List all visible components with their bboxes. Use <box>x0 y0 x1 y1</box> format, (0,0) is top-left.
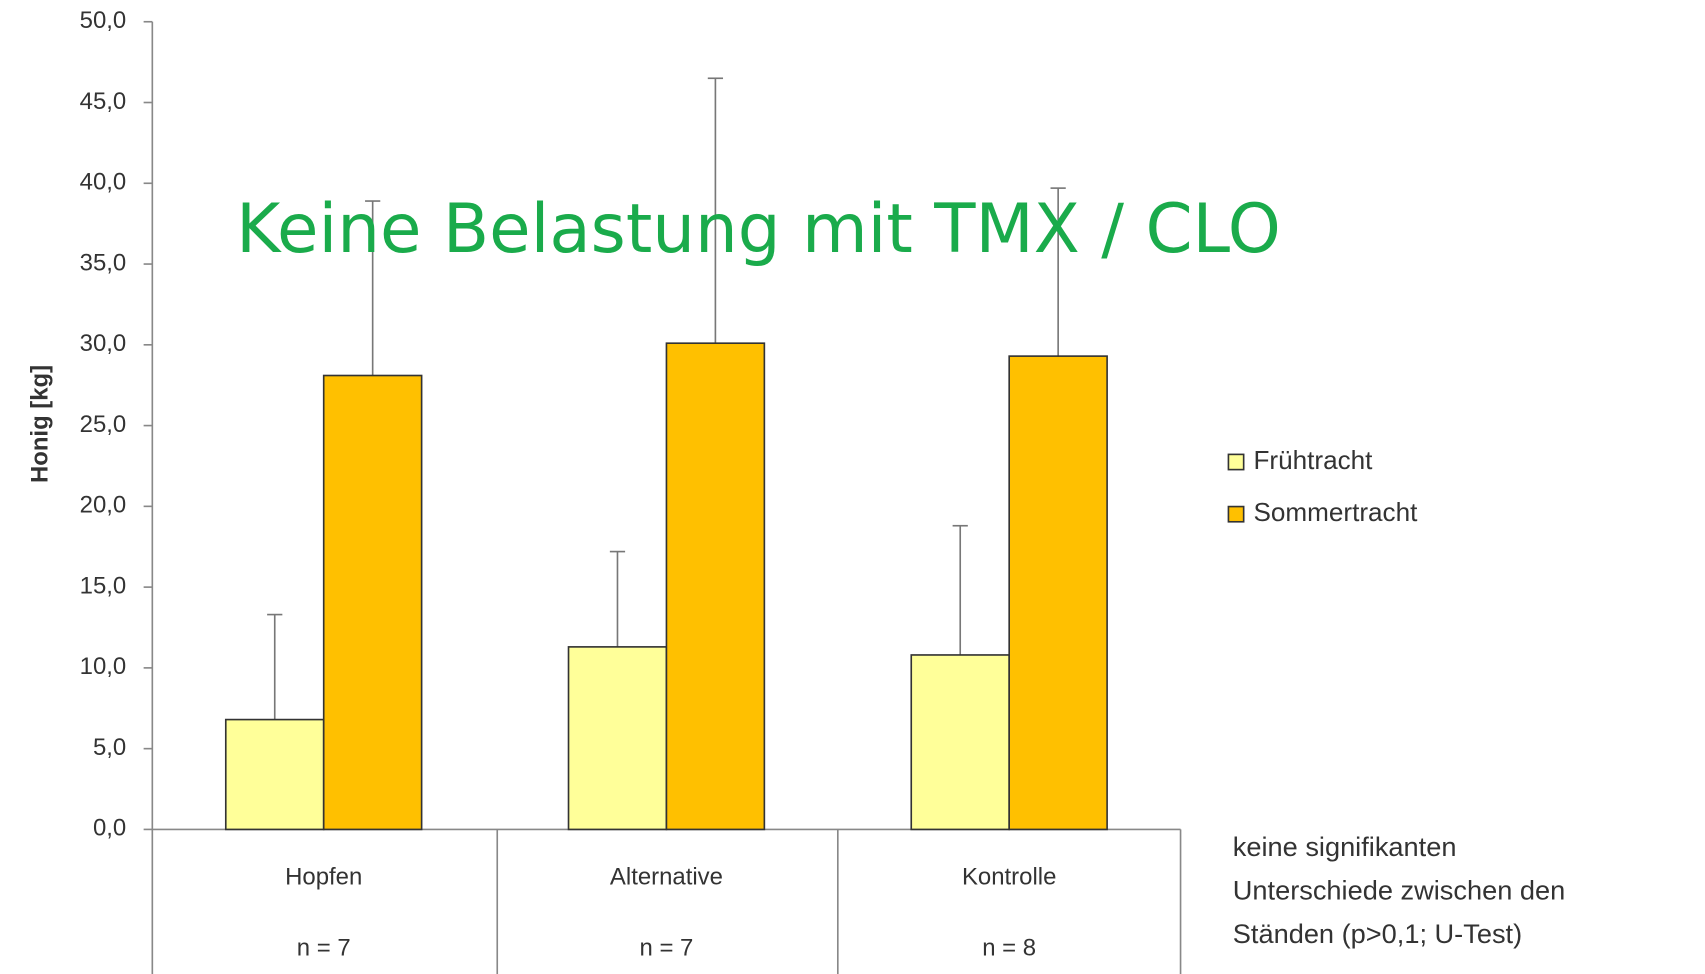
sample-size: n = 7 <box>297 934 351 961</box>
y-tick-label: 35,0 <box>80 249 127 276</box>
y-tick-label: 40,0 <box>80 169 127 196</box>
bar <box>910 654 1010 831</box>
y-tick-label: 0,0 <box>93 815 126 842</box>
y-tick-label: 25,0 <box>80 411 127 438</box>
x-tick-label: Hopfen <box>285 864 362 891</box>
x-tick-label: Alternative <box>610 864 723 891</box>
y-tick-label: 15,0 <box>80 572 127 599</box>
bar <box>1008 355 1108 831</box>
y-tick-label: 20,0 <box>80 492 127 519</box>
bar <box>322 374 423 831</box>
bar <box>567 646 668 831</box>
legend-label: Frühtracht <box>1253 445 1373 475</box>
legend-swatch <box>1227 453 1245 471</box>
y-tick-label: 30,0 <box>80 330 127 357</box>
legend-label: Sommertracht <box>1253 497 1418 527</box>
overlay-title: Keine Belastung mit TMX / CLO <box>236 189 1281 268</box>
y-tick-label: 45,0 <box>80 88 127 115</box>
annotation: Unterschiede zwischen den <box>1233 875 1565 906</box>
bar <box>224 718 325 831</box>
y-tick-label: 5,0 <box>93 734 126 761</box>
x-tick-label: Kontrolle <box>962 864 1056 891</box>
sample-size: n = 7 <box>640 934 694 961</box>
annotation: Ständen (p>0,1; U-Test) <box>1233 918 1522 949</box>
annotation: keine signifikanten <box>1233 831 1457 862</box>
y-tick-label: 50,0 <box>80 7 127 34</box>
bar <box>665 342 766 831</box>
y-axis-label: Honig [kg] <box>27 365 54 483</box>
sample-size: n = 8 <box>982 934 1036 961</box>
y-tick-label: 10,0 <box>80 653 127 680</box>
legend-swatch <box>1227 505 1245 523</box>
